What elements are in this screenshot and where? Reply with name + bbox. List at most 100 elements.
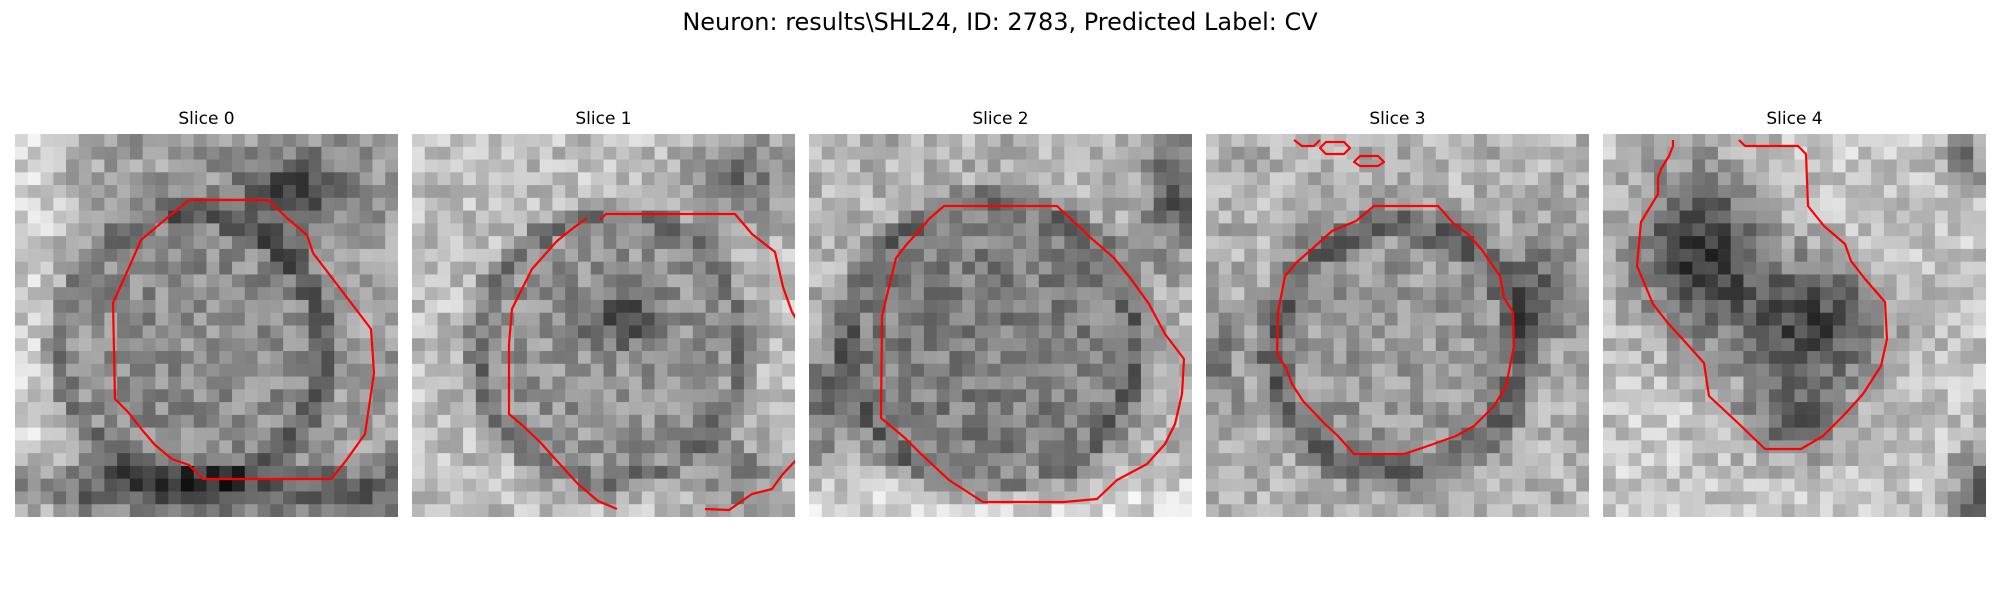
pixel-cell (1166, 376, 1180, 390)
pixel-cell (1461, 172, 1475, 186)
pixel-cell (232, 427, 246, 441)
pixel-cell (1679, 427, 1693, 441)
pixel-cell (654, 402, 668, 416)
pixel-cell (1128, 312, 1142, 327)
pixel-cell (1474, 223, 1488, 237)
pixel-cell (705, 134, 719, 148)
pixel-cell (1474, 440, 1488, 454)
pixel-cell (590, 274, 605, 288)
pixel-cell (1038, 274, 1053, 288)
pixel-cell (705, 504, 719, 517)
pixel-cell (1845, 146, 1859, 161)
pixel-cell (1537, 261, 1552, 276)
pixel-cell (437, 185, 451, 199)
pixel-cell (923, 312, 938, 327)
pixel-cell (1269, 504, 1284, 517)
pixel-cell (1820, 338, 1834, 352)
pixel-cell (283, 299, 297, 314)
pixel-cell (53, 389, 67, 403)
pixel-cell (488, 478, 502, 493)
pixel-cell (450, 159, 464, 173)
pixel-cell (1435, 427, 1450, 441)
pixel-cell (66, 172, 80, 186)
pixel-cell (142, 287, 157, 301)
pixel-cell (692, 363, 707, 378)
pixel-cell (1807, 146, 1821, 161)
pixel-cell (1423, 389, 1437, 403)
pixel-cell (641, 465, 656, 480)
pixel-cell (1269, 210, 1284, 224)
pixel-cell (1206, 465, 1220, 480)
pixel-cell (27, 223, 42, 237)
pixel-cell (1768, 146, 1783, 161)
pixel-cell (1359, 325, 1373, 339)
pixel-cell (1705, 287, 1719, 301)
pixel-cell (1410, 376, 1424, 390)
pixel-cell (577, 159, 592, 173)
pixel-cell (1499, 134, 1513, 148)
pixel-cell (1563, 351, 1577, 365)
pixel-cell (1525, 236, 1539, 250)
pixel-cell (104, 312, 118, 327)
pixel-cell (526, 172, 541, 186)
pixel-cell (1794, 478, 1808, 493)
pixel-cell (1384, 465, 1399, 480)
pixel-cell (359, 223, 374, 237)
pixel-cell (1257, 478, 1271, 493)
pixel-cell (1423, 210, 1437, 224)
pixel-cell (244, 325, 259, 339)
pixel-cell (616, 223, 630, 237)
pixel-cell (372, 210, 386, 224)
pixel-cell (885, 172, 899, 186)
pixel-cell (872, 287, 887, 301)
pixel-cell (1244, 287, 1258, 301)
pixel-cell (1166, 172, 1180, 186)
pixel-cell (629, 223, 643, 237)
pixel-cell (514, 351, 528, 365)
pixel-cell (1295, 491, 1309, 505)
pixel-cell (565, 197, 579, 212)
pixel-cell (1525, 287, 1539, 301)
pixel-cell (78, 453, 93, 467)
pixel-cell (1206, 351, 1220, 365)
pixel-cell (1206, 299, 1220, 314)
pixel-cell (872, 491, 887, 505)
pixel-cell (15, 478, 29, 493)
pixel-cell (1525, 491, 1539, 505)
pixel-cell (552, 351, 566, 365)
pixel-cell (756, 325, 771, 339)
pixel-cell (1231, 453, 1245, 467)
pixel-cell (756, 185, 771, 199)
pixel-cell (1934, 491, 1949, 505)
pixel-cell (821, 427, 836, 441)
pixel-cell (821, 312, 836, 327)
pixel-cell (1807, 414, 1821, 429)
pixel-cell (1960, 274, 1974, 288)
pixel-cell (1781, 491, 1796, 505)
pixel-cell (1781, 440, 1796, 454)
pixel-cell (78, 351, 93, 365)
pixel-cell (1973, 414, 1986, 429)
pixel-cell (1295, 351, 1309, 365)
pixel-cell (1308, 248, 1322, 263)
pixel-cell (743, 402, 758, 416)
pixel-cell (1563, 465, 1577, 480)
pixel-cell (860, 172, 874, 186)
pixel-cell (539, 134, 554, 148)
pixel-cell (1922, 185, 1936, 199)
pixel-cell (1832, 465, 1847, 480)
pixel-cell (1423, 146, 1437, 161)
pixel-cell (27, 338, 42, 352)
pixel-cell (193, 312, 208, 327)
pixel-cell (1115, 376, 1129, 390)
pixel-cell (53, 453, 67, 467)
pixel-cell (219, 185, 233, 199)
pixel-cell (1461, 465, 1475, 480)
pixel-cell (53, 504, 67, 517)
pixel-cell (514, 312, 528, 327)
pixel-cell (142, 248, 157, 263)
pixel-cell (1077, 453, 1091, 467)
pixel-cell (1295, 146, 1309, 161)
pixel-cell (1896, 389, 1910, 403)
pixel-cell (1128, 402, 1142, 416)
